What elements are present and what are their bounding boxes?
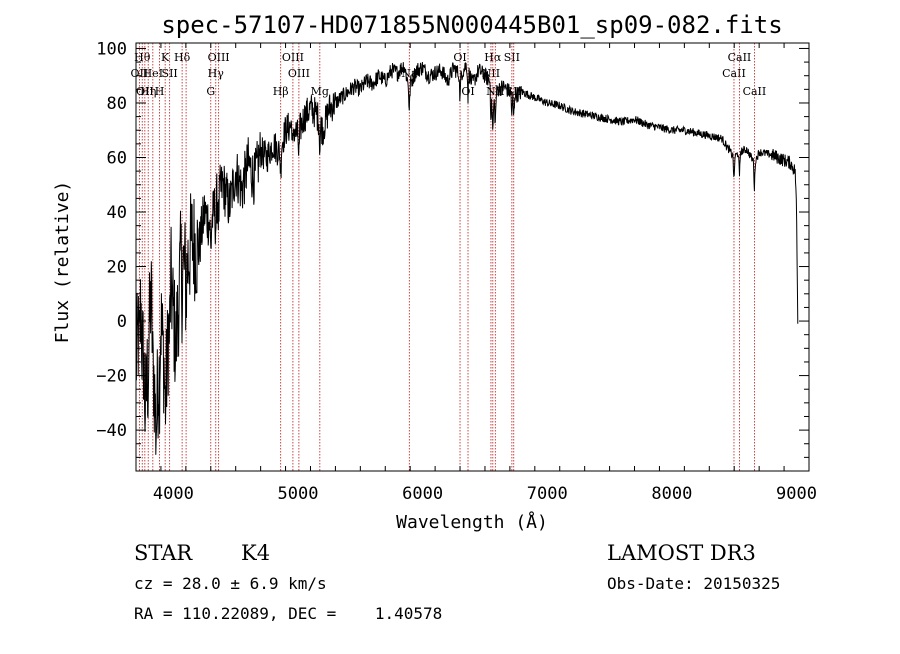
line-marker-label: Hθ xyxy=(134,51,151,64)
ra-dec-coordinates: RA = 110.22089, DEC = 1.40578 xyxy=(134,604,442,623)
line-marker-label: Hγ xyxy=(208,67,225,80)
line-marker-label: K xyxy=(161,51,170,64)
axis-ticks: 4000 5000 6000 7000 8000 9000 −40 −20 0 20 40 60 80 1… xyxy=(96,39,817,504)
x-tick-label: 8000 xyxy=(651,484,692,504)
y-tick-label: 60 xyxy=(107,148,127,168)
x-tick-label: 4000 xyxy=(153,484,194,504)
y-tick-label: 0 xyxy=(117,312,127,332)
line-marker-label: OII xyxy=(131,67,149,80)
survey-name: LAMOST DR3 xyxy=(607,541,756,565)
line-marker-label: OIII xyxy=(288,67,310,80)
y-tick-label: −40 xyxy=(96,421,127,441)
plot-frame xyxy=(135,42,810,472)
y-tick-label: −20 xyxy=(96,367,127,387)
x-tick-label: 5000 xyxy=(278,484,319,504)
line-marker-label: SII xyxy=(162,67,178,80)
y-tick-label: 20 xyxy=(107,258,127,278)
observation-date: Obs-Date: 20150325 xyxy=(607,574,780,593)
line-marker-label: H xyxy=(155,85,165,98)
line-marker-label: OII xyxy=(136,85,154,98)
line-marker-label: CaII xyxy=(728,51,752,64)
line-marker-label: Hβ xyxy=(273,85,289,98)
flux-series-line xyxy=(135,61,799,455)
x-tick-label: 7000 xyxy=(527,484,568,504)
line-marker-label: Hη xyxy=(140,85,156,98)
redshift-value: cz = 28.0 ± 6.9 km/s xyxy=(134,574,327,593)
line-marker-label: Hδ xyxy=(174,51,191,64)
line-marker-label: HeI xyxy=(143,67,163,80)
y-tick-label: 40 xyxy=(107,203,127,223)
line-marker-label: CaII xyxy=(722,67,746,80)
chart-title: spec-57107-HD071855N000445B01_sp09-082.f… xyxy=(161,11,782,39)
line-marker-label: CaII xyxy=(743,85,767,98)
line-marker-label: OI xyxy=(453,51,466,64)
y-tick-label: 80 xyxy=(107,94,127,114)
line-marker-label: Mg xyxy=(311,85,329,98)
x-axis-label: Wavelength (Å) xyxy=(396,511,548,533)
y-axis-label: Flux (relative) xyxy=(52,181,73,344)
x-tick-label: 6000 xyxy=(402,484,443,504)
y-tick-label: 100 xyxy=(96,39,127,59)
series-layer xyxy=(135,61,799,455)
line-marker-label: G xyxy=(206,85,215,98)
line-marker-label: Hα xyxy=(484,51,502,64)
line-marker-label: OIII xyxy=(208,51,230,64)
line-marker-label: SII xyxy=(504,51,520,64)
x-tick-label: 9000 xyxy=(776,484,817,504)
object-class: STAR xyxy=(134,541,193,565)
spectral-subclass: K4 xyxy=(241,541,270,565)
line-marker-label: OIII xyxy=(282,51,304,64)
